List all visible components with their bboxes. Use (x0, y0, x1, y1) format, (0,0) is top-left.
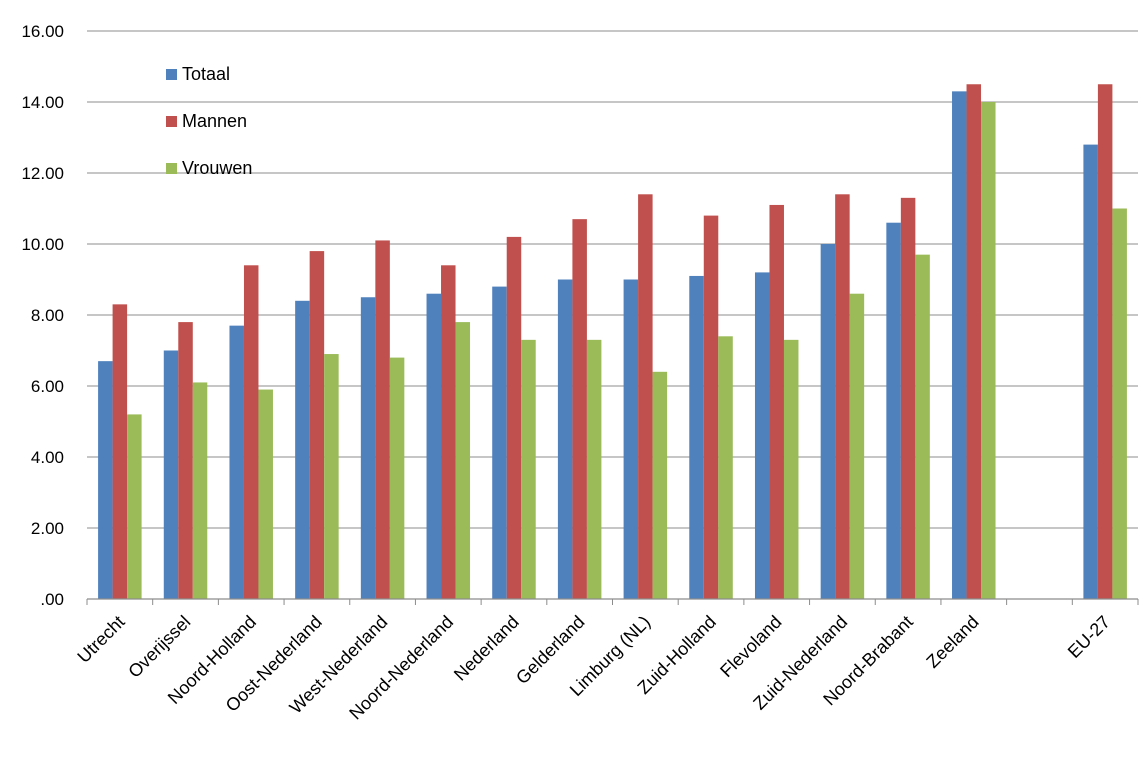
bar-totaal (360, 297, 376, 599)
bar-totaal (689, 275, 704, 599)
bar-vrouwen (521, 339, 536, 599)
y-tick-label: .00 (40, 590, 64, 609)
bar-mannen (572, 219, 587, 599)
bar-vrouwen (324, 354, 339, 599)
bar-totaal (820, 244, 836, 599)
legend-swatch-mannen (166, 116, 177, 127)
bar-vrouwen (915, 254, 930, 599)
bar-mannen (178, 322, 193, 599)
bar-totaal (426, 293, 442, 599)
y-tick-label: 8.00 (31, 306, 64, 325)
bar-totaal (557, 279, 573, 599)
y-tick-label: 12.00 (21, 164, 64, 183)
bar-totaal (1083, 144, 1098, 599)
bar-totaal (492, 286, 507, 599)
bar-totaal (98, 361, 113, 599)
x-axis-category-labels: UtrechtOverijsselNoord-HollandOost-Neder… (73, 612, 1113, 724)
bar-mannen (900, 197, 916, 599)
bar-mannen (703, 215, 719, 599)
y-axis-tick-labels: .00 2.00 4.00 6.00 8.00 10.00 12.00 14.00 16.00 (21, 22, 64, 609)
x-axis (86, 598, 1139, 605)
bars (98, 84, 1127, 600)
legend-swatch-vrouwen (166, 163, 177, 174)
bar-totaal (163, 350, 179, 599)
bar-mannen (1097, 84, 1113, 599)
bar-mannen (769, 204, 784, 599)
y-tick-label: 4.00 (31, 448, 64, 467)
legend-label-vrouwen: Vrouwen (182, 158, 252, 178)
bar-vrouwen (586, 339, 602, 599)
bar-mannen (835, 194, 850, 600)
x-category-label: Overijssel (124, 612, 194, 682)
bar-mannen (506, 236, 522, 599)
legend-label-totaal: Totaal (182, 64, 230, 84)
bar-mannen (375, 240, 390, 599)
x-category-label: Flevoland (716, 612, 785, 681)
bar-vrouwen (258, 389, 273, 599)
bar-totaal (886, 222, 901, 599)
bar-vrouwen (783, 339, 799, 599)
y-tick-label: 16.00 (21, 22, 64, 41)
bar-totaal (952, 91, 967, 599)
bar-totaal (623, 279, 639, 599)
x-category-label: EU-27 (1064, 612, 1114, 662)
bar-totaal (229, 325, 244, 599)
bar-mannen (112, 304, 128, 599)
bar-mannen (309, 251, 325, 599)
bar-vrouwen (127, 414, 142, 599)
bar-vrouwen (455, 322, 471, 599)
y-tick-label: 10.00 (21, 235, 64, 254)
bar-vrouwen (1112, 208, 1127, 599)
bar-vrouwen (718, 336, 733, 599)
bar-mannen (243, 265, 259, 599)
x-category-label: Utrecht (73, 612, 128, 667)
bar-mannen (441, 265, 456, 599)
bar-vrouwen (981, 102, 996, 599)
legend-label-mannen: Mannen (182, 111, 247, 131)
y-tick-label: 2.00 (31, 519, 64, 538)
bar-vrouwen (849, 293, 865, 599)
legend: Totaal Mannen Vrouwen (166, 64, 252, 178)
bar-vrouwen (389, 357, 405, 599)
bar-vrouwen (652, 371, 668, 599)
legend-swatch-totaal (166, 69, 177, 80)
bar-totaal (295, 300, 310, 599)
bar-mannen (966, 84, 982, 599)
bar-mannen (638, 194, 653, 600)
y-tick-label: 6.00 (31, 377, 64, 396)
y-tick-label: 14.00 (21, 93, 64, 112)
x-category-label: Zeeland (922, 612, 982, 672)
bar-totaal (754, 272, 770, 599)
bar-vrouwen (192, 382, 208, 599)
